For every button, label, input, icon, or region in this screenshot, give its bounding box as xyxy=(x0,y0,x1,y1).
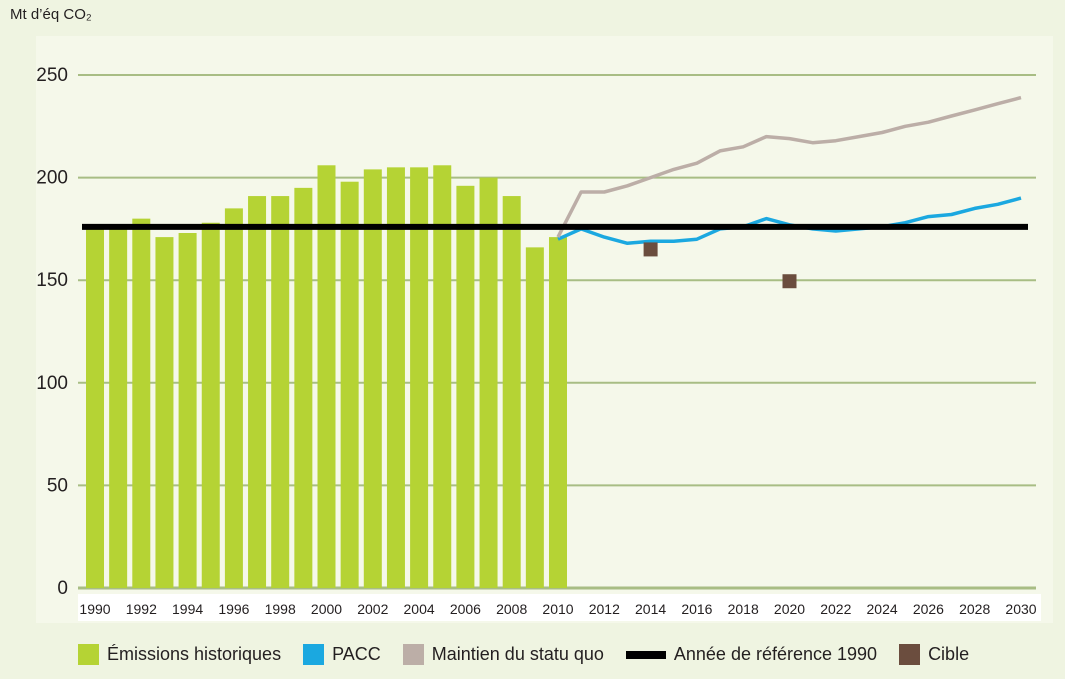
x-tick-2028: 2028 xyxy=(959,601,990,617)
x-tick-2012: 2012 xyxy=(589,601,620,617)
x-tick-2002: 2002 xyxy=(357,601,388,617)
bar-2010 xyxy=(549,237,567,588)
x-tick-2018: 2018 xyxy=(728,601,759,617)
legend: Émissions historiques PACC Maintien du s… xyxy=(78,644,991,665)
y-tick-250: 250 xyxy=(36,65,68,86)
bar-1990 xyxy=(86,226,104,588)
bar-2009 xyxy=(525,247,544,589)
x-tick-2000: 2000 xyxy=(311,601,342,617)
legend-swatch-pacc xyxy=(303,644,325,665)
legend-swatch-statu-quo xyxy=(402,644,424,665)
legend-label-cible: Cible xyxy=(928,644,970,664)
bar-2005 xyxy=(433,165,452,588)
bar-2002 xyxy=(363,169,382,588)
bar-2000 xyxy=(317,165,336,588)
legend-item-reference-1990: Année de référence 1990 xyxy=(625,644,878,665)
bar-1997 xyxy=(248,196,267,588)
bar-2007 xyxy=(479,177,498,588)
legend-label-pacc: PACC xyxy=(332,644,381,664)
bar-2003 xyxy=(386,167,405,588)
legend-label-reference-1990: Année de référence 1990 xyxy=(673,644,878,664)
target-marker-2020 xyxy=(782,274,797,289)
x-tick-2016: 2016 xyxy=(681,601,712,617)
x-tick-1992: 1992 xyxy=(126,601,157,617)
legend-item-pacc: PACC xyxy=(303,644,381,665)
legend-swatch-emissions-historiques xyxy=(78,644,99,665)
bar-1992 xyxy=(132,218,151,588)
bar-1991 xyxy=(109,228,128,588)
x-tick-2010: 2010 xyxy=(542,601,573,617)
bar-2006 xyxy=(456,185,475,589)
bar-2004 xyxy=(410,167,429,588)
x-tick-2014: 2014 xyxy=(635,601,666,617)
marker-layer xyxy=(643,242,797,289)
legend-item-cible: Cible xyxy=(899,644,969,665)
bar-1996 xyxy=(224,208,243,588)
legend-swatch-reference-1990 xyxy=(625,650,666,659)
legend-item-statu-quo: Maintien du statu quo xyxy=(402,644,604,665)
y-tick-200: 200 xyxy=(36,168,68,189)
x-tick-1994: 1994 xyxy=(172,601,203,617)
bars-layer xyxy=(86,165,567,589)
legend-label-emissions-historiques: Émissions historiques xyxy=(107,644,282,664)
y-tick-labels: 0 50 100 150 200 250 xyxy=(36,65,68,599)
series-line-statu-quo xyxy=(556,95,1022,238)
x-tick-1996: 1996 xyxy=(218,601,249,617)
legend-label-statu-quo: Maintien du statu quo xyxy=(431,644,604,664)
x-tick-1990: 1990 xyxy=(79,601,110,617)
bar-2008 xyxy=(502,196,521,588)
y-tick-50: 50 xyxy=(47,475,68,496)
bar-1993 xyxy=(155,237,174,588)
y-tick-0: 0 xyxy=(57,578,68,599)
x-tick-2006: 2006 xyxy=(450,601,481,617)
bar-1995 xyxy=(201,222,220,588)
legend-item-emissions-historiques: Émissions historiques xyxy=(78,644,281,665)
bar-1998 xyxy=(271,196,290,588)
x-tick-labels: 1990 1992 1994 1996 1998 2000 2002 2004 2006 2008… xyxy=(79,601,1036,617)
x-tick-2020: 2020 xyxy=(774,601,805,617)
legend-swatch-cible xyxy=(899,644,921,665)
x-tick-2022: 2022 xyxy=(820,601,851,617)
x-tick-1998: 1998 xyxy=(265,601,296,617)
target-marker-2014 xyxy=(643,242,658,257)
bar-1999 xyxy=(294,187,313,589)
y-tick-150: 150 xyxy=(36,270,68,291)
y-axis-label: Mt d’éq CO₂ xyxy=(10,6,92,23)
bar-1994 xyxy=(178,233,197,588)
x-tick-2008: 2008 xyxy=(496,601,527,617)
bar-2001 xyxy=(340,181,359,589)
x-tick-2030: 2030 xyxy=(1005,601,1036,617)
x-tick-2026: 2026 xyxy=(913,601,944,617)
x-tick-2004: 2004 xyxy=(404,601,435,617)
x-axis-label-band xyxy=(78,594,1041,621)
x-tick-2024: 2024 xyxy=(867,601,898,617)
y-tick-100: 100 xyxy=(36,373,68,394)
